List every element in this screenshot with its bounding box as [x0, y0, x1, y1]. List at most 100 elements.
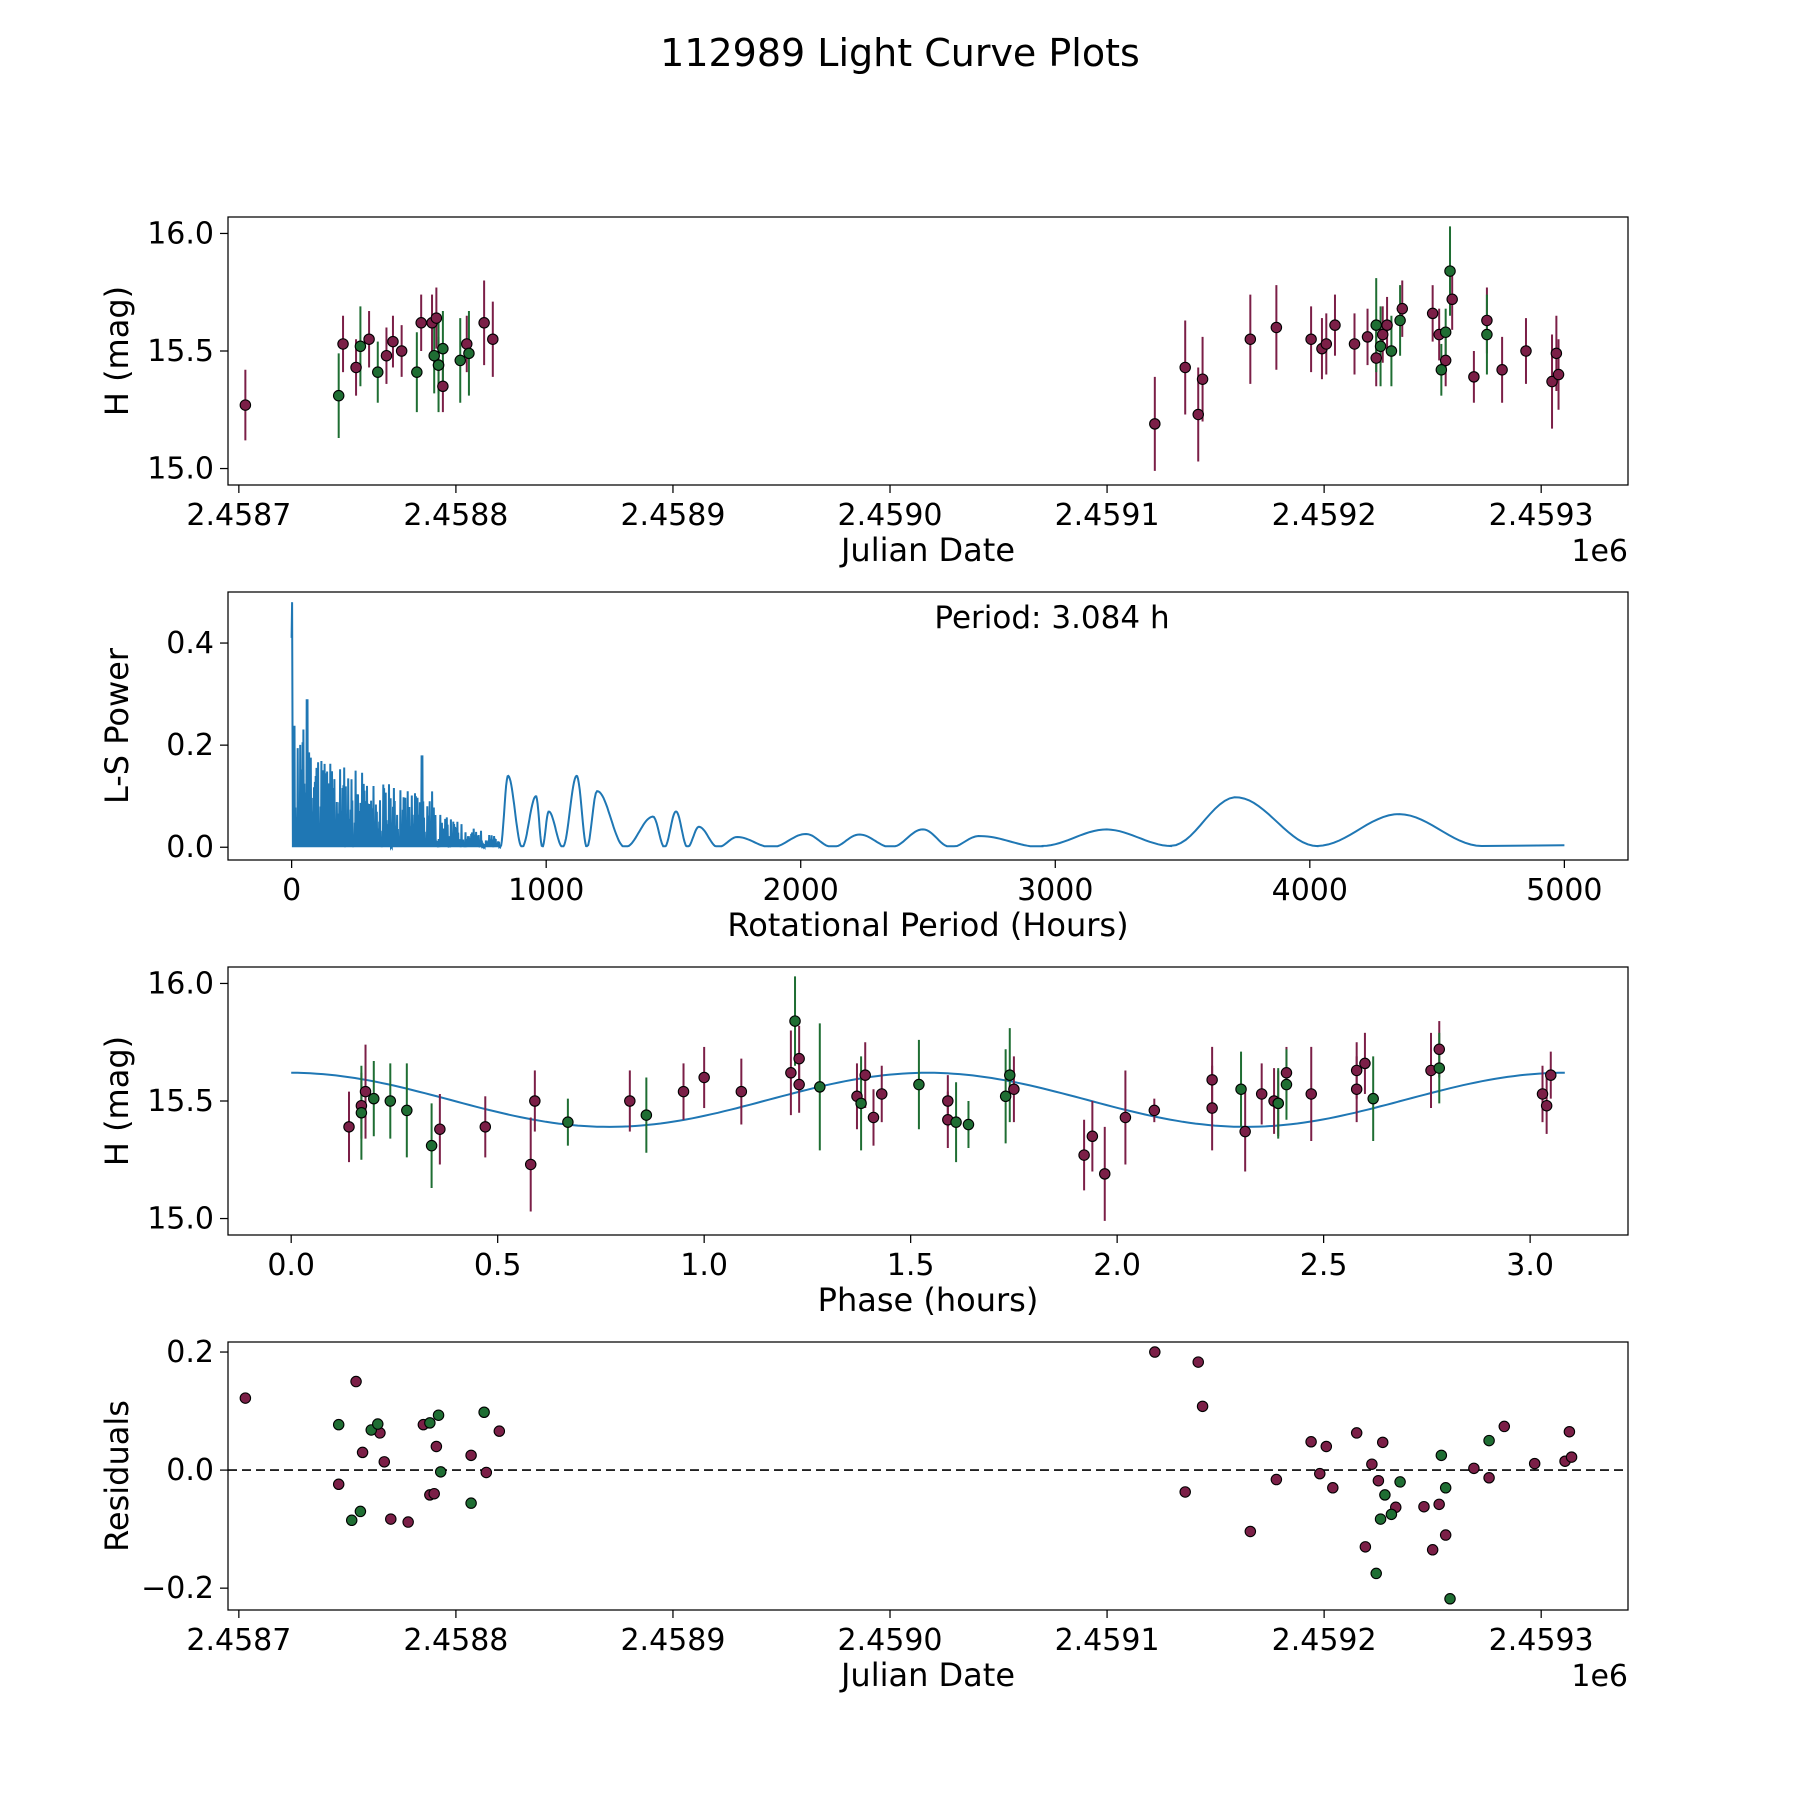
data-point: [1329, 319, 1341, 331]
data-point: [999, 1090, 1012, 1103]
data-point: [1179, 361, 1191, 374]
data-point: [1148, 1104, 1161, 1117]
data-point: [1367, 1092, 1379, 1105]
data-point: [1379, 1489, 1391, 1501]
x-tick-label: 2.0: [1093, 1248, 1141, 1283]
data-point: [479, 1121, 492, 1133]
data-point: [1435, 1449, 1448, 1462]
data-point: [1433, 1498, 1445, 1511]
data-point: [1540, 1099, 1553, 1112]
data-point: [1481, 314, 1493, 327]
data-point: [1496, 364, 1508, 376]
data-point: [493, 1425, 506, 1437]
x-offset-label: 1e6: [1571, 1659, 1628, 1694]
data-point: [1394, 314, 1406, 327]
periodogram-line: [290, 602, 1565, 851]
data-point: [487, 333, 499, 345]
data-point: [1376, 1436, 1389, 1449]
data-point: [437, 342, 449, 355]
periodogram-panel: Period: 3.084 h 0 1000 2000 3000 4000 5000 0.0…: [98, 591, 1629, 944]
data-point: [1270, 1473, 1283, 1486]
data-point: [1446, 293, 1458, 306]
data-point: [1348, 338, 1361, 350]
x-tick-label: 3000: [1017, 873, 1093, 908]
data-point: [424, 1417, 436, 1429]
data-point: [356, 1446, 369, 1459]
x-axis-label: Julian Date: [839, 1656, 1015, 1694]
data-point: [1545, 1069, 1557, 1081]
data-point: [425, 1139, 438, 1152]
data-point: [1385, 1508, 1398, 1521]
y-tick-label: 15.0: [147, 452, 214, 487]
data-point: [1305, 1088, 1317, 1100]
data-point: [1483, 1434, 1495, 1447]
data-point: [385, 1513, 397, 1525]
light-curve-panel: 2.4587 2.4588 2.4589 2.4590 2.4591 2.4592 2.45…: [98, 216, 1629, 569]
data-point: [350, 1375, 362, 1388]
plot-area: [228, 1346, 1628, 1605]
data-point: [1444, 1593, 1456, 1605]
y-tick-label: 16.0: [147, 966, 214, 1001]
data-point: [1468, 1462, 1480, 1475]
x-tick-label: 5000: [1526, 873, 1602, 908]
data-point: [524, 1158, 537, 1171]
data-point: [1196, 373, 1209, 385]
data-point: [677, 1085, 690, 1098]
data-point: [239, 1392, 252, 1404]
data-point: [1099, 1168, 1111, 1180]
data-point: [354, 340, 367, 353]
y-tick-label: −0.2: [141, 1571, 214, 1606]
data-point: [1372, 1474, 1385, 1487]
data-point: [1320, 1440, 1333, 1453]
data-point: [1426, 1544, 1439, 1556]
data-point: [1439, 354, 1452, 367]
data-point: [1235, 1083, 1247, 1095]
x-tick-label: 0.5: [474, 1248, 522, 1283]
data-point: [867, 1111, 880, 1124]
data-point: [1498, 1420, 1511, 1433]
data-point: [1444, 265, 1456, 277]
data-point: [428, 1487, 440, 1500]
data-point: [1361, 331, 1374, 343]
y-tick-label: 0.2: [166, 1335, 214, 1370]
data-point: [401, 1104, 413, 1117]
data-point: [1439, 1529, 1452, 1541]
data-point: [1483, 1472, 1495, 1484]
data-point: [1086, 1130, 1099, 1143]
data-point: [962, 1118, 975, 1131]
y-tick-label: 15.5: [147, 334, 214, 369]
y-tick-label: 0.4: [166, 626, 214, 661]
x-tick-label: 4000: [1272, 873, 1348, 908]
x-tick-label: 2.4588: [403, 1623, 508, 1658]
data-point: [785, 1067, 797, 1079]
data-point: [461, 338, 473, 350]
data-point: [1192, 408, 1204, 421]
data-point: [432, 359, 445, 371]
data-point: [1376, 328, 1389, 341]
data-point: [735, 1085, 748, 1098]
data-point: [1418, 1500, 1430, 1513]
data-point: [345, 1514, 358, 1527]
data-point: [1255, 1088, 1268, 1100]
data-point: [1563, 1425, 1576, 1438]
data-point: [430, 312, 443, 324]
data-point: [1320, 338, 1333, 350]
data-point: [698, 1071, 710, 1084]
data-point: [463, 347, 475, 360]
y-tick-label: 0.0: [166, 1453, 214, 1488]
data-point: [332, 1418, 345, 1431]
x-tick-label: 2.4593: [1489, 1623, 1594, 1658]
y-tick-label: 15.0: [147, 1202, 214, 1237]
fit-curve: [291, 1071, 1565, 1128]
data-point: [1327, 1482, 1339, 1494]
data-point: [942, 1095, 954, 1107]
data-point: [1350, 1064, 1363, 1077]
data-point: [1206, 1074, 1218, 1086]
data-point: [562, 1116, 574, 1128]
y-axis-label: Residuals: [98, 1400, 136, 1552]
x-tick-label: 2.4593: [1489, 498, 1594, 533]
data-point: [350, 361, 362, 374]
plot-area: [239, 226, 1565, 471]
data-point: [1481, 328, 1493, 341]
